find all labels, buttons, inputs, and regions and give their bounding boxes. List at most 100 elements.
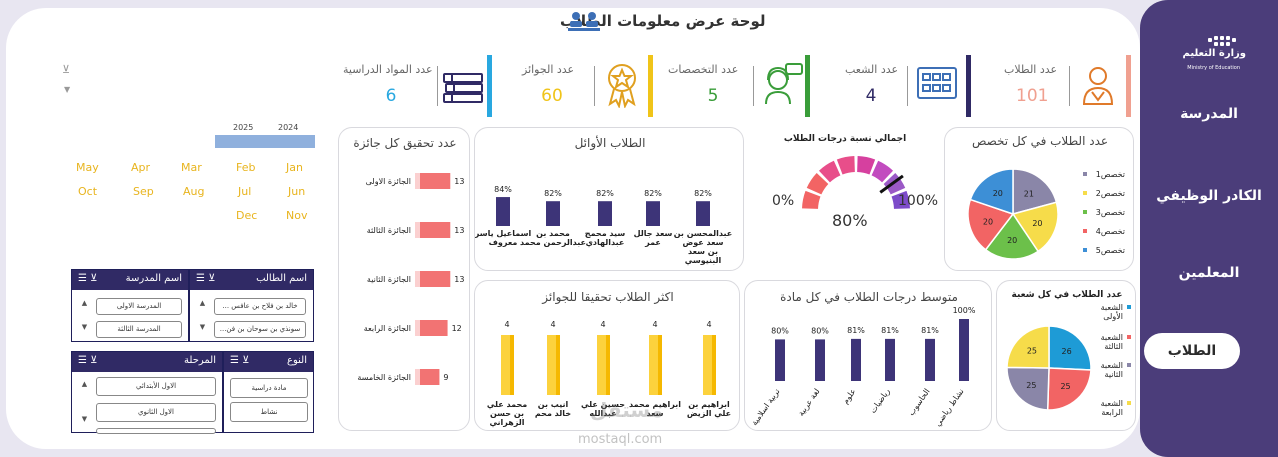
data-label: 13 (454, 275, 464, 284)
filter-icons[interactable]: ⊻ ☰ (196, 273, 216, 284)
slicer-item[interactable]: المدرسة الثالثة (96, 321, 182, 338)
timeline-month[interactable]: Apr (131, 161, 151, 174)
slice-label: 20 (993, 189, 1003, 198)
timeline-range-bar[interactable] (215, 135, 315, 148)
slicer-item[interactable]: الاول الأبتدائي (96, 377, 216, 396)
gauge-needle (879, 174, 904, 194)
timeline-month[interactable]: Jan (286, 161, 303, 174)
category-label: لغة عربية (796, 387, 821, 418)
data-label: 81% (921, 326, 939, 335)
awards-chart-card: عدد تحقيق كل جائزة 13 الجائزة الاولى 13 الج… (338, 127, 470, 431)
category-label: علوم (841, 387, 858, 406)
timeline-month[interactable]: Sep (133, 185, 154, 198)
category-label: محمد علي (487, 400, 527, 409)
students-group-icon (568, 12, 600, 31)
kpi-accent-bar (1126, 55, 1131, 117)
gauge-segment (818, 160, 841, 183)
slicer-item[interactable]: الاول الثانوي (96, 403, 216, 422)
ministry-name-ar: وزارة التعليم (1182, 48, 1246, 59)
sidebar: وزارة التعليم Ministry of Education المد… (1140, 0, 1278, 457)
pie-slice (1011, 201, 1059, 253)
data-label: 80% (811, 326, 829, 335)
legend-label: تخصص3 (1096, 208, 1125, 217)
timeline-month[interactable]: Jul (238, 185, 252, 198)
timeline-year[interactable]: 2025 (233, 123, 254, 132)
gauge-segment (871, 160, 894, 183)
legend-marker (1127, 363, 1131, 367)
bar (496, 197, 510, 226)
legend-marker (1127, 305, 1131, 309)
sidebar-item-teachers[interactable]: المعلمين (1178, 265, 1240, 281)
category-label: عبدالمحسن بن (674, 229, 733, 238)
kpi-label-specializations: عدد التخصصات (668, 63, 739, 76)
scroll-up-icon[interactable]: ▲ (199, 299, 206, 307)
sidebar-item-school[interactable]: المدرسة (1180, 106, 1238, 122)
classroom-icon (917, 67, 957, 99)
timeline-month[interactable]: Mar (181, 161, 202, 174)
bar-shade (556, 335, 560, 395)
timeline-month[interactable]: Dec (236, 209, 258, 222)
filter-icons[interactable]: ⊻ ☰ (78, 355, 98, 366)
bar (415, 222, 451, 238)
clear-filter-icon[interactable]: ⊻ (62, 63, 71, 76)
timeline-month[interactable]: Jun (288, 185, 306, 198)
bar (646, 201, 660, 226)
filter-icons[interactable]: ⊻ ☰ (230, 355, 250, 366)
bar-shade (606, 335, 610, 395)
legend-label: الثالثة (1104, 342, 1123, 351)
category-label: علي الزيض (687, 409, 731, 419)
timeline-month[interactable]: Aug (183, 185, 205, 198)
bar-shade (658, 335, 662, 395)
scroll-down-icon[interactable]: ▼ (199, 323, 206, 331)
slicer-item[interactable]: نشاط (230, 402, 308, 422)
gauge-segment (806, 172, 829, 195)
bar (925, 338, 935, 381)
slicer-student-name: اسم الطالب ⊻ ☰ خالد بن فلاح بن عافس ... س… (189, 269, 314, 342)
specialization-pie-chart: 21 20 20 20 20 تخصص1 تخصص2 تخصص3 تخصص4 تخصص5 (967, 168, 1125, 260)
data-label: 80% (771, 326, 789, 335)
slicer-header: اسم الطالب ⊻ ☰ (190, 270, 313, 290)
scroll-up-icon[interactable]: ▲ (81, 299, 88, 307)
category-label: سيد محمج (585, 229, 626, 238)
watermark-ar: مستقل (590, 398, 664, 422)
timeline-month[interactable]: Oct (78, 185, 98, 198)
legend-label: الشعبة (1101, 361, 1123, 370)
slicer-item[interactable]: مادة دراسية (230, 378, 308, 398)
scroll-up-icon[interactable]: ▲ (81, 380, 88, 388)
gauge-value-label: 80% (832, 211, 868, 230)
legend-label: الأولى (1103, 311, 1123, 321)
kpi-value-sections: 4 (865, 86, 877, 106)
scroll-down-icon[interactable]: ▼ (81, 415, 88, 423)
kpi-value-specializations: 5 (707, 86, 719, 106)
timeline-year[interactable]: 2024 (278, 123, 299, 132)
bar-highlight (415, 271, 420, 287)
category-label: الجائزة الاولى (366, 177, 411, 186)
legend-label: تخصص5 (1096, 246, 1125, 255)
dropdown-arrow-icon[interactable]: ▼ (64, 85, 71, 94)
timeline-month[interactable]: Feb (236, 161, 256, 174)
timeline-month[interactable]: Nov (286, 209, 308, 222)
filter-icons[interactable]: ⊻ ☰ (78, 273, 98, 284)
kpi-accent-bar (805, 55, 810, 117)
slicer-item[interactable] (96, 428, 216, 434)
slicer-item[interactable]: المدرسة الاولى (96, 298, 182, 315)
legend-marker (1083, 210, 1087, 214)
legend-label: تخصص2 (1096, 189, 1125, 198)
gauge-max-label: 100% (898, 193, 939, 209)
data-label: 13 (454, 177, 464, 186)
slicer-item[interactable]: خالد بن فلاح بن عافس ... (214, 298, 306, 315)
gauge-segment (836, 156, 855, 175)
student-icon (1082, 67, 1114, 105)
scroll-down-icon[interactable]: ▼ (81, 323, 88, 331)
slicer-item[interactable]: سونذي بن سوحان بن فن... (214, 321, 306, 338)
sidebar-item-students[interactable]: الطلاب (1144, 333, 1240, 369)
kpi-label-awards: عدد الجوائز (522, 63, 575, 76)
timeline-month[interactable]: May (76, 161, 99, 174)
slicer-title: المرحلة (184, 355, 216, 366)
gauge-chart (802, 156, 910, 209)
kpi-value-subjects: 6 (385, 86, 397, 106)
sidebar-item-staff[interactable]: الكادر الوظيفي (1156, 188, 1262, 204)
data-label: 100% (953, 306, 976, 315)
